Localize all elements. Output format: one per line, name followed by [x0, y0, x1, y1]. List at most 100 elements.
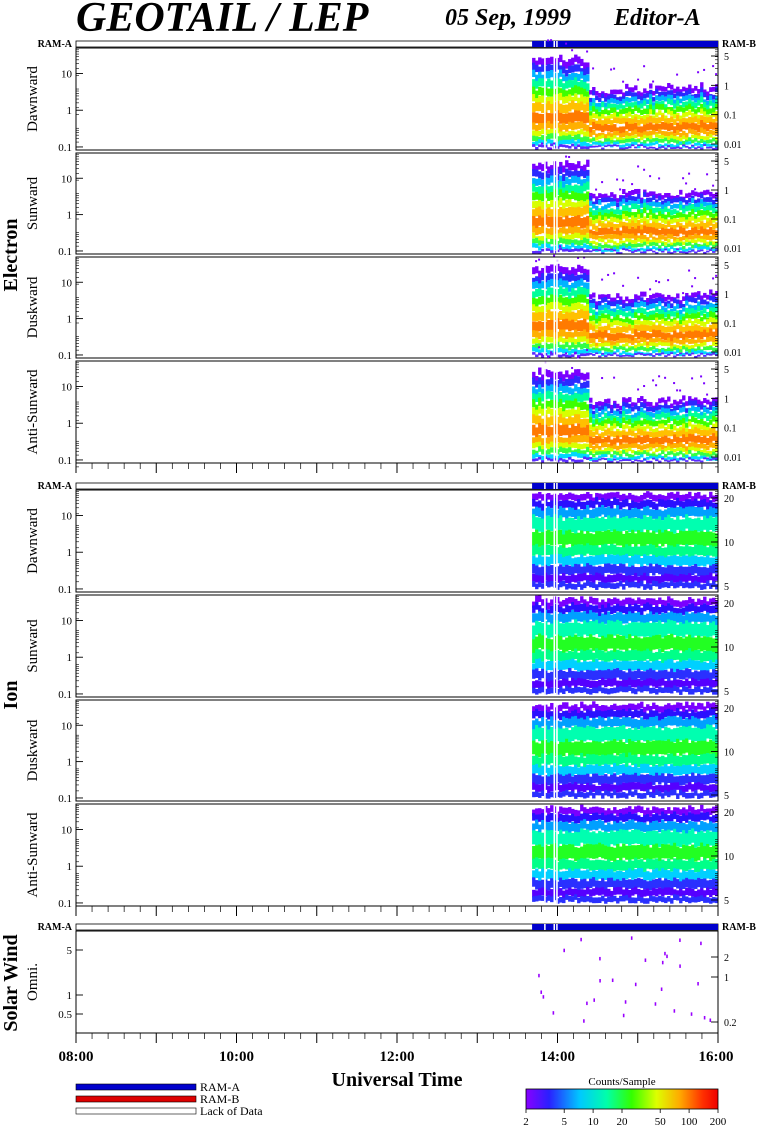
spectrogram-cell [634, 502, 638, 510]
spectrogram-cell [625, 354, 629, 357]
spectrogram-cell [559, 131, 563, 137]
spectrogram-cell [640, 229, 644, 237]
spectrogram-cell [658, 195, 662, 201]
spectrogram-cell [604, 209, 608, 215]
spectrogram-cell [643, 191, 647, 197]
spectrogram-cell [637, 340, 641, 346]
spectrogram-cell [607, 651, 611, 662]
spectrogram-cell [547, 529, 551, 544]
spectrogram-cell [595, 123, 599, 131]
spectrogram-cell [646, 505, 650, 516]
spectrogram-cell [667, 443, 671, 449]
spectrogram-cell [715, 397, 719, 403]
spectrogram-cell [586, 435, 590, 443]
spectrogram-cell [655, 298, 659, 304]
spectrogram-cell [712, 448, 716, 453]
spectrogram-cell [640, 651, 644, 662]
spectrogram-cell [538, 102, 542, 112]
spectrogram-cell [715, 600, 719, 607]
spectrogram-cell [697, 443, 701, 449]
spectrogram-cell [673, 346, 677, 351]
spectrogram-cell [574, 93, 578, 102]
spectrogram-cell [616, 104, 620, 110]
spectrogram-cell [601, 297, 605, 303]
spectrogram-cell [694, 309, 698, 316]
spectrogram-cell [619, 459, 623, 462]
spectrogram-cell [592, 518, 596, 533]
spectrogram-cell [622, 139, 626, 144]
spectrogram-cell [643, 622, 647, 637]
spectrogram-cell [658, 222, 662, 229]
spectrogram-cell [712, 303, 716, 310]
spectrogram-cell [637, 678, 641, 687]
spectrogram-cell [538, 441, 542, 448]
spectrogram-cell [592, 414, 596, 419]
spectrogram-cell [640, 566, 644, 576]
spectrogram-cell [607, 234, 611, 239]
spectrogram-cell [703, 355, 707, 357]
spectrogram-cell [568, 409, 572, 417]
spectrogram-cell [580, 388, 584, 396]
spectrogram-cell [595, 516, 599, 532]
spectrogram-cell [673, 99, 677, 105]
spectrogram-cell [700, 82, 704, 88]
spectrogram-cell [670, 668, 674, 679]
spectrogram-cell [535, 343, 539, 349]
spectrogram-cell [712, 234, 716, 240]
spectrogram-cell [598, 602, 602, 609]
spectrogram-cell [703, 412, 707, 419]
spectrogram-cell [562, 566, 566, 576]
spectrogram-cell [691, 134, 695, 139]
spectrogram-cell [604, 429, 608, 436]
spectrogram-cell [604, 406, 608, 412]
spectrogram-cell [592, 325, 596, 332]
spectrogram-cell [589, 299, 593, 305]
spectrogram-cell [583, 599, 587, 606]
spectrogram-cell [703, 251, 707, 254]
spectrogram-cell [628, 354, 632, 357]
spectrogram-cell [598, 102, 602, 108]
spectrogram-cell [703, 101, 707, 108]
spectrogram-cell [601, 113, 605, 119]
spectrogram-cell [613, 131, 617, 136]
spectrogram-cell [616, 598, 620, 606]
spectrogram-cell [535, 595, 539, 603]
spectrogram-cell [538, 162, 542, 170]
spectrogram-cell [598, 315, 602, 322]
spectrogram-cell [643, 140, 647, 144]
spectrogram-cell [622, 575, 626, 583]
spectrogram-cell [691, 222, 695, 229]
spectrogram-cell [532, 304, 536, 312]
spectrogram-cell [703, 292, 707, 298]
spectrogram-cell [631, 96, 635, 102]
spectrogram-cell [625, 597, 629, 605]
spectrogram-cell [610, 620, 614, 635]
spectrogram-cell [568, 622, 572, 638]
spectrogram-cell [583, 501, 587, 510]
spectrogram-cell [649, 431, 653, 438]
spectrogram-cell [562, 276, 566, 284]
spectrogram-cell [568, 274, 572, 282]
spectrogram-cell [613, 241, 617, 245]
spectrogram-cell [673, 649, 677, 661]
spectrogram-cell [589, 220, 593, 227]
spectrogram-cell [694, 492, 698, 500]
spectrogram-cell [574, 338, 578, 345]
spectrogram-cell [592, 90, 596, 96]
spectrogram-cell [547, 138, 551, 144]
spectrogram-cell [610, 662, 614, 672]
spectrogram-cell [580, 382, 584, 390]
spectrogram-cell [574, 102, 578, 113]
spectrogram-cell [709, 226, 713, 235]
spectrogram-cell [625, 138, 629, 143]
spectrogram-cell [622, 137, 626, 142]
spectrogram-cell [589, 555, 593, 566]
spectrogram-cell [643, 216, 647, 222]
spectrogram-cell [586, 575, 590, 583]
spectrogram-cell [622, 459, 626, 461]
spectrogram-cell [613, 450, 617, 455]
spectrogram-cell [715, 323, 719, 330]
figure-title: GEOTAIL / LEP [76, 0, 369, 41]
spectrogram-cell [709, 307, 713, 314]
spectrogram-cell [607, 273, 610, 276]
